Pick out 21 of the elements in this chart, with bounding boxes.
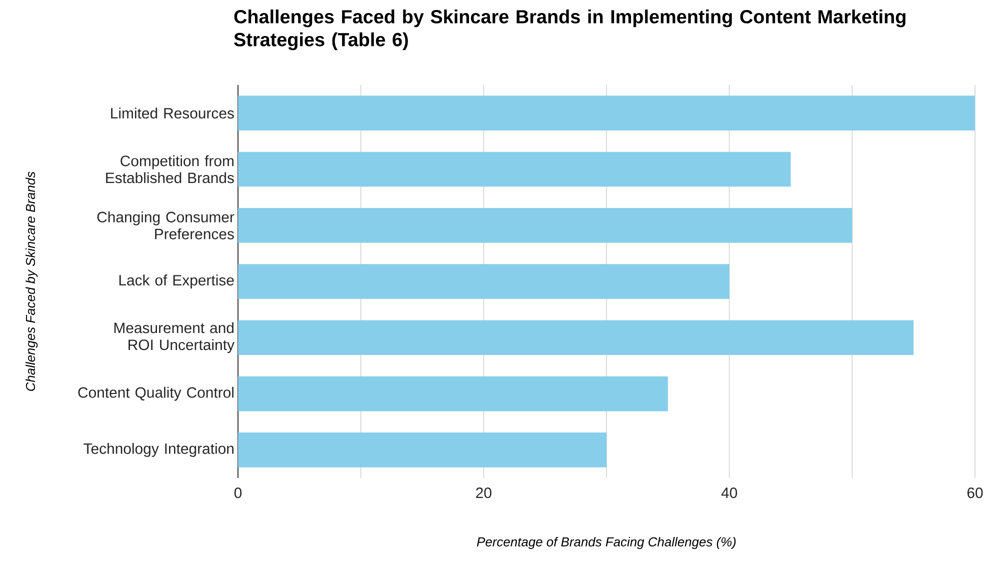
bar (238, 152, 791, 187)
bar (238, 208, 852, 243)
x-tick-label: 60 (967, 488, 983, 498)
bar (238, 320, 914, 356)
y-tick-label: Lack of Expertise (119, 274, 234, 288)
x-tick-label: 0 (234, 488, 242, 498)
bar (238, 376, 668, 412)
y-tick-label: Competition from Established Brands (106, 155, 234, 184)
bar (238, 264, 730, 299)
y-tick-label: Content Quality Control (78, 386, 234, 401)
y-tick-label: Limited Resources (111, 108, 234, 119)
y-tick-label: Technology Integration (84, 442, 234, 457)
bar (238, 432, 606, 468)
x-axis-title: Percentage of Brands Facing Challenges (%) (476, 536, 736, 550)
y-axis-title: Challenges Faced by Skincare Brands (26, 172, 38, 391)
y-tick-label: Changing Consumer Preferences (97, 211, 234, 240)
x-tick-label: 40 (721, 488, 738, 498)
bar (238, 96, 975, 130)
x-tick-label: 20 (476, 488, 492, 498)
chart-title: Challenges Faced by Skincare Brands in Implementing Content Marketing Strategies (Table 6) (234, 10, 906, 50)
y-tick-label: Measurement and ROI Uncertainty (114, 322, 234, 354)
